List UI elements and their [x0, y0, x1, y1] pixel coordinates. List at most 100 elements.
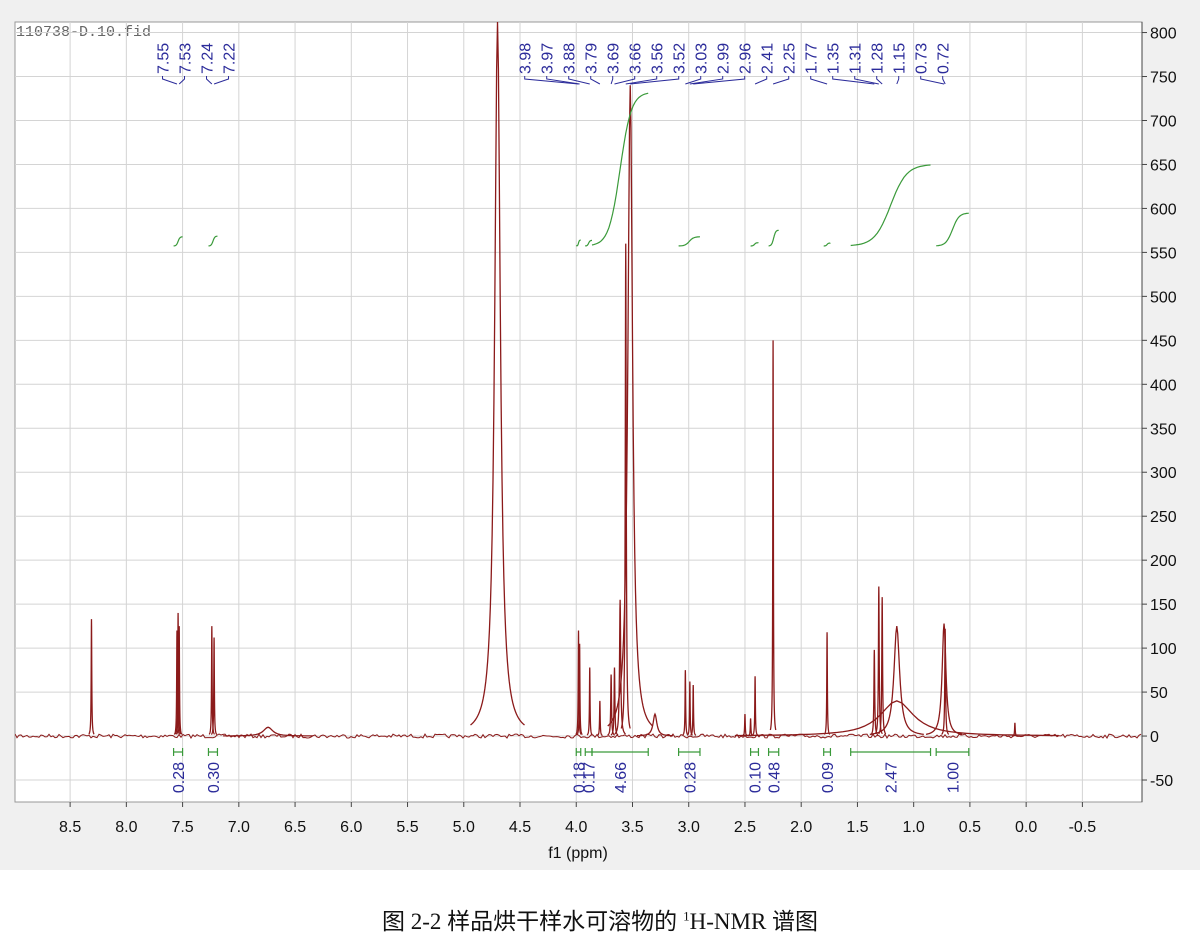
integral-bracket: [823, 748, 832, 756]
peak-label: 3.97: [540, 43, 557, 74]
peak: [575, 630, 582, 735]
peak-label: 1.15: [892, 43, 909, 74]
integral-curve: [678, 236, 700, 247]
integral-label: 0.10: [748, 762, 765, 793]
peak: [223, 726, 314, 737]
y-tick-label: 150: [1150, 597, 1177, 614]
peak-label-connector: [625, 76, 658, 85]
x-tick-label: 2.0: [790, 819, 812, 836]
integral-curve: [208, 235, 218, 247]
caption: 图 2-2 样品烘干样水可溶物的 1H-NMR 谱图: [0, 902, 1200, 936]
peak-label: 3.98: [518, 43, 535, 74]
peak-label: 0.73: [914, 43, 931, 74]
integral-label: 4.66: [613, 762, 630, 793]
caption-superscript: 1: [683, 908, 690, 924]
y-tick-label: 50: [1150, 685, 1168, 702]
integral-curve: [591, 92, 649, 246]
peak: [751, 676, 759, 736]
x-tick-label: 0.5: [959, 819, 981, 836]
peak-label-connector: [162, 76, 178, 85]
integral-bracket: [575, 748, 582, 756]
peak: [1012, 722, 1018, 737]
y-tick-label: 450: [1150, 333, 1177, 350]
peak-label-connector: [685, 76, 702, 85]
peak-label: 1.35: [826, 43, 843, 74]
integral-curve: [936, 212, 969, 247]
peak-label-connector: [876, 76, 883, 85]
integral-curve: [173, 236, 183, 247]
chart: 110738-D.10.fid f1 (ppm) 8.5 8.0 7.5 7.0 6.5…: [0, 0, 1200, 870]
integral-bracket: [207, 748, 219, 756]
peak: [88, 619, 95, 735]
peak-label-connector: [754, 76, 768, 85]
peak-label: 2.25: [782, 43, 799, 74]
y-tick-label: 700: [1150, 113, 1177, 130]
y-tick-label: 800: [1150, 26, 1177, 43]
peak-label-connector: [614, 76, 636, 85]
integral-label: 0.17: [582, 762, 599, 793]
x-tick-label: 1.5: [846, 819, 868, 836]
peak: [208, 626, 216, 735]
y-tick-label: 650: [1150, 157, 1177, 174]
peak: [682, 670, 689, 736]
peak-label-connector: [206, 76, 213, 85]
integral-curve: [750, 242, 759, 247]
peak: [607, 85, 654, 727]
peak-label-connector: [590, 76, 601, 85]
peak-label: 2.99: [716, 43, 733, 74]
y-tick-label: 200: [1150, 553, 1177, 570]
y-tick-label: 350: [1150, 421, 1177, 438]
integral-bracket: [935, 748, 970, 756]
peak: [607, 674, 616, 736]
integral-label: 2.47: [884, 762, 901, 793]
x-tick-label: 3.5: [621, 819, 643, 836]
peak-label-connector: [772, 76, 790, 85]
peak-label: 7.53: [178, 43, 195, 74]
peak-label-connector: [810, 76, 828, 85]
integral-curve: [585, 239, 592, 247]
integral-curve: [575, 239, 581, 247]
peak: [173, 630, 181, 735]
peak-label-connector: [854, 76, 879, 85]
peak: [174, 612, 182, 735]
peak-label: 7.55: [156, 43, 173, 74]
y-tick-label: 600: [1150, 201, 1177, 218]
y-tick-label: -50: [1150, 773, 1173, 790]
integral-label: 0.28: [171, 762, 188, 793]
peak: [620, 243, 631, 729]
peak-label-connector: [178, 76, 186, 85]
peak-label: 7.22: [222, 43, 239, 74]
integral-bracket: [850, 748, 932, 756]
caption-text: 图 2-2 样品烘干样水可溶物的: [381, 909, 678, 934]
peak-label: 2.96: [738, 43, 755, 74]
peak-label: 1.31: [848, 43, 865, 74]
peak: [869, 626, 924, 736]
integral-bracket: [678, 748, 701, 756]
peak-label-connector: [610, 76, 614, 85]
x-tick-label: 1.0: [903, 819, 925, 836]
peak: [925, 623, 963, 735]
y-tick-label: 400: [1150, 377, 1177, 394]
peak: [586, 667, 593, 736]
peak-label: 3.69: [606, 43, 623, 74]
x-tick-label: 5.5: [396, 819, 418, 836]
peak: [941, 628, 950, 735]
peak-label: 3.66: [628, 43, 645, 74]
peak: [596, 700, 603, 737]
x-axis-label: f1 (ppm): [548, 845, 608, 862]
peak-label: 2.41: [760, 43, 777, 74]
integral-label: 0.28: [682, 762, 699, 793]
integral-bracket: [172, 748, 184, 756]
integral-label: 0.09: [820, 762, 837, 793]
plot-layer: [15, 22, 1142, 739]
y-tick-label: 550: [1150, 245, 1177, 262]
peak: [470, 22, 525, 726]
peak: [210, 637, 218, 735]
peak-label-connector: [524, 76, 579, 85]
x-tick-label: 6.0: [340, 819, 362, 836]
integral-label: 1.00: [945, 762, 962, 793]
x-tick-label: 6.5: [284, 819, 306, 836]
peak: [690, 685, 697, 736]
x-tick-label: 5.0: [453, 819, 475, 836]
peak-label: 3.56: [650, 43, 667, 74]
